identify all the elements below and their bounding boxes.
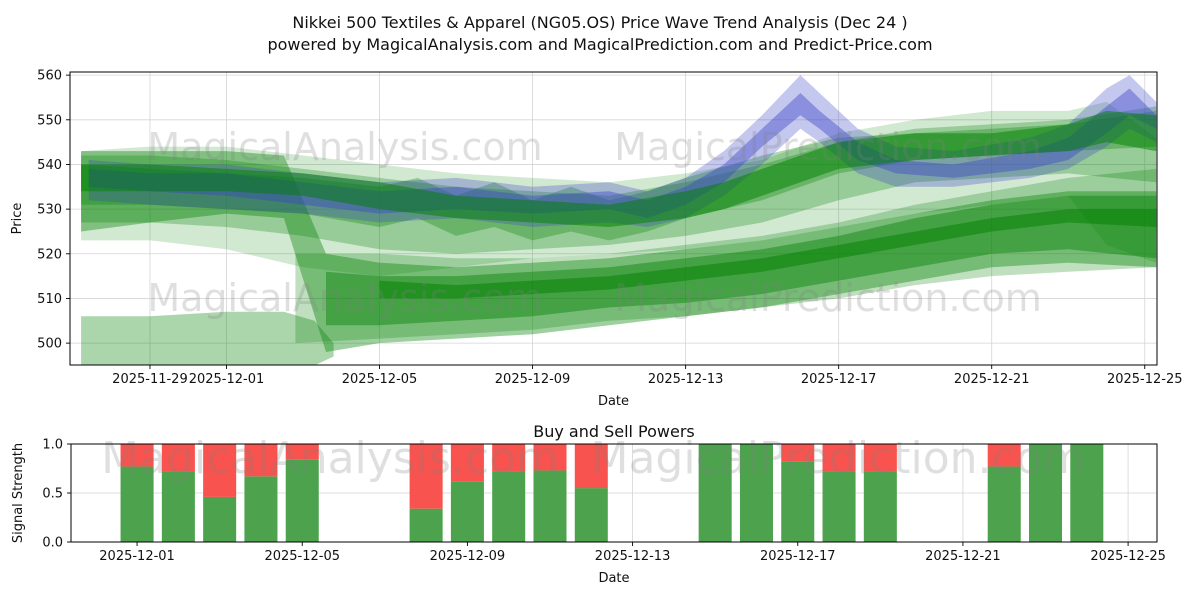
x-tick-label: 2025-11-29 <box>112 372 188 387</box>
buy-power-bar <box>203 496 237 542</box>
figure-title: Nikkei 500 Textiles & Apparel (NG05.OS) … <box>0 12 1200 56</box>
watermark-analysis: MagicalAnalysis.com <box>147 276 542 320</box>
buy-power-bar <box>822 471 856 542</box>
buy-power-bar <box>781 461 815 542</box>
y-tick-label: 530 <box>37 203 62 218</box>
y-tick-label: 500 <box>37 337 62 352</box>
x-tick-label: 2025-12-25 <box>1090 549 1166 564</box>
y-tick-label: 520 <box>37 247 62 262</box>
price-wave-trend-frame <box>69 71 1158 366</box>
buy-power-bar <box>574 488 608 542</box>
buy-power-bar <box>533 470 567 542</box>
sell-power-bar <box>120 444 154 467</box>
price-wave-trend-plot: MagicalAnalysis.com MagicalPrediction.com… <box>10 69 1183 409</box>
lower-left-band <box>81 311 334 365</box>
x-tick-label: 2025-12-09 <box>430 549 506 564</box>
sell-power-bar <box>574 444 608 489</box>
x-axis-label: Date <box>598 394 629 409</box>
x-tick-label: 2025-12-13 <box>595 549 671 564</box>
sell-power-bar <box>987 444 1021 467</box>
buy-power-bar <box>1070 444 1104 542</box>
buy-power-bar <box>1028 444 1063 542</box>
figure-title-line2: powered by MagicalAnalysis.com and Magic… <box>267 35 933 54</box>
x-tick-label: 2025-12-21 <box>954 372 1030 387</box>
waterfall-band <box>81 151 1157 352</box>
y-tick-label: 510 <box>37 292 62 307</box>
x-tick-label: 2025-12-05 <box>264 549 340 564</box>
x-tick-label: 2025-12-05 <box>342 372 418 387</box>
x-tick-label: 2025-12-01 <box>189 372 265 387</box>
x-axis-label: Date <box>598 571 629 586</box>
x-tick-label: 2025-12-13 <box>648 372 724 387</box>
sell-power-bar <box>450 444 484 482</box>
figure-title-line1: Nikkei 500 Textiles & Apparel (NG05.OS) … <box>292 13 908 32</box>
x-tick-label: 2025-12-01 <box>99 549 175 564</box>
price-wave-trend-ticks <box>66 74 1146 369</box>
y-axis-label: Signal Strength <box>11 443 26 543</box>
sell-power-bar <box>863 444 897 472</box>
sell-power-bar <box>822 444 856 472</box>
x-tick-label: 2025-12-17 <box>801 372 877 387</box>
sell-power-bar <box>203 444 237 497</box>
buy-sell-powers-plot: MagicalAnalysis.com MagicalPrediction.com… <box>11 422 1166 586</box>
buy-power-bar <box>120 466 154 542</box>
lower-dark-stripe <box>379 209 1157 299</box>
watermark-prediction: MagicalPrediction.com <box>614 276 1042 320</box>
watermark-analysis: MagicalAnalysis.com <box>101 433 559 484</box>
x-tick-label: 2025-12-21 <box>925 549 1001 564</box>
y-tick-label: 560 <box>37 69 62 84</box>
buy-power-bar <box>739 444 773 542</box>
sell-power-bar <box>285 444 319 460</box>
buy-power-bar <box>244 476 278 542</box>
x-tick-label: 2025-12-09 <box>495 372 571 387</box>
buy-power-bar <box>698 444 732 542</box>
watermark-prediction: MagicalPrediction.com <box>591 433 1086 484</box>
watermark-analysis: MagicalAnalysis.com <box>147 125 542 169</box>
buy-power-bar <box>492 471 526 542</box>
subplot-title: Buy and Sell Powers <box>533 422 695 441</box>
sell-power-bar <box>244 444 278 477</box>
x-tick-label: 2025-12-25 <box>1107 372 1183 387</box>
y-axis-label: Price <box>10 203 25 235</box>
lower-wide-band <box>295 168 1157 344</box>
sell-power-bar <box>533 444 567 471</box>
y-tick-label: 550 <box>37 113 62 128</box>
y-tick-label: 540 <box>37 158 62 173</box>
x-tick-label: 2025-12-17 <box>760 549 836 564</box>
buy-power-bar <box>987 466 1021 542</box>
buy-power-bar <box>409 508 443 542</box>
buy-sell-powers-ticks <box>67 443 1129 546</box>
sell-power-bar <box>161 444 195 472</box>
trend-dark-core <box>81 110 1157 227</box>
buy-power-bar <box>161 471 195 542</box>
watermark-prediction: MagicalPrediction.com <box>614 125 1042 169</box>
buy-sell-powers-area <box>120 444 1104 542</box>
y-tick-label: 0.0 <box>42 536 63 551</box>
y-tick-label: 0.5 <box>42 487 63 502</box>
buy-power-bar <box>863 471 897 542</box>
buy-power-bar <box>285 459 319 542</box>
sell-power-bar <box>409 444 443 509</box>
sell-power-bar <box>492 444 526 472</box>
y-tick-label: 1.0 <box>42 438 63 453</box>
price-wave-trend-area <box>81 75 1157 365</box>
buy-power-bar <box>450 481 484 542</box>
sell-power-bar <box>781 444 815 462</box>
